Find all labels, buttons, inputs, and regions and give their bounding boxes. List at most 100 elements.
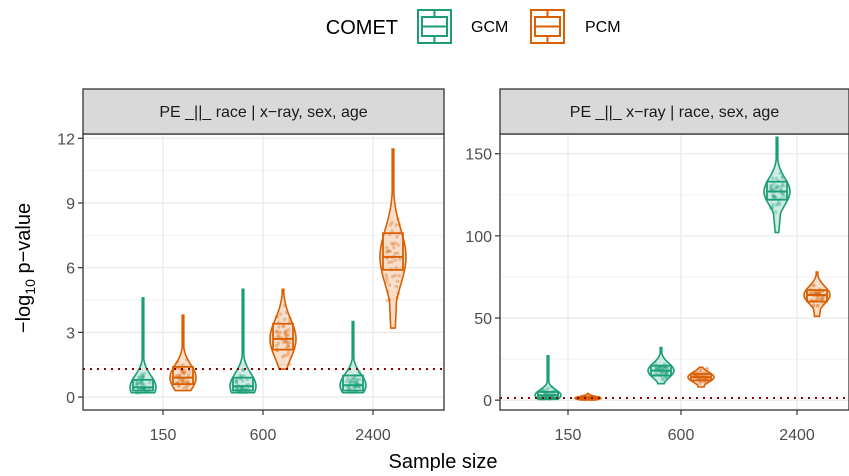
data-point — [780, 192, 785, 196]
data-point — [774, 203, 779, 207]
data-point — [147, 380, 152, 385]
data-point — [780, 175, 785, 179]
data-point — [184, 386, 189, 391]
data-point — [385, 276, 389, 280]
data-point — [354, 380, 358, 385]
box-iqr — [132, 378, 154, 392]
legend-key-pcm — [530, 9, 565, 44]
x-tick-label: 150 — [150, 427, 177, 444]
data-point — [282, 303, 287, 308]
data-point — [386, 289, 390, 294]
legend-label-gcm: GCM — [471, 19, 508, 36]
facet-panels: 0 3 6 9 12 150 600 2400 PE _||_ race | x−ray, se… — [57, 88, 849, 444]
data-point — [398, 257, 402, 261]
data-point — [385, 298, 390, 303]
data-point — [284, 310, 289, 315]
data-point — [774, 185, 778, 190]
data-point — [820, 297, 824, 301]
box-iqr — [382, 232, 404, 271]
data-point — [539, 388, 543, 392]
data-point — [812, 290, 817, 295]
data-point — [770, 187, 774, 191]
data-point — [286, 350, 291, 355]
violin-pcm-2400 — [803, 271, 831, 318]
data-point — [395, 295, 399, 300]
data-point — [286, 344, 291, 348]
data-point — [350, 379, 354, 384]
data-point — [135, 381, 139, 385]
data-point — [393, 251, 397, 256]
data-point — [660, 376, 665, 381]
data-point — [815, 296, 820, 300]
data-point — [283, 339, 288, 344]
data-point — [654, 365, 659, 370]
panel-2: 0 50 100 150 150 600 2400 PE _||_ x−ray | race,… — [465, 88, 849, 444]
data-point — [664, 371, 669, 376]
data-point — [390, 241, 394, 246]
data-point — [134, 390, 139, 395]
data-point — [140, 375, 145, 379]
data-point — [393, 241, 398, 245]
data-point — [138, 381, 143, 386]
data-point — [181, 363, 185, 367]
legend-key-gcm — [417, 9, 452, 44]
data-point — [768, 183, 773, 188]
data-point — [245, 377, 249, 382]
data-point — [781, 184, 786, 188]
data-point — [385, 279, 389, 284]
data-point — [135, 382, 140, 387]
data-point — [240, 386, 244, 391]
data-point — [397, 274, 401, 278]
data-point — [357, 386, 362, 390]
data-point — [392, 245, 396, 250]
data-point — [705, 366, 709, 371]
data-point — [352, 380, 356, 385]
data-point — [390, 274, 395, 279]
data-point — [348, 386, 352, 391]
violin-gcm-600 — [229, 288, 257, 395]
data-point — [388, 223, 393, 227]
data-point — [386, 249, 390, 253]
data-point — [776, 202, 780, 206]
data-point — [819, 296, 824, 301]
data-point — [286, 344, 291, 349]
data-point — [287, 316, 292, 320]
data-point — [185, 357, 189, 362]
data-point — [394, 266, 398, 270]
data-point — [138, 375, 142, 380]
data-point — [275, 334, 280, 339]
data-point — [140, 381, 145, 385]
data-point — [277, 325, 281, 329]
data-point — [355, 380, 359, 384]
data-point — [699, 368, 703, 373]
data-point — [241, 367, 245, 372]
data-point — [287, 319, 292, 324]
data-point — [350, 377, 355, 381]
data-point — [812, 283, 816, 288]
data-point — [663, 375, 667, 380]
data-point — [775, 184, 779, 188]
data-point — [177, 384, 181, 388]
y-tick-label: 9 — [66, 196, 75, 213]
data-point — [387, 283, 392, 287]
data-point — [387, 249, 391, 253]
data-point — [811, 303, 816, 308]
violin-shape — [129, 297, 157, 394]
data-point — [660, 371, 665, 375]
data-point — [653, 361, 658, 366]
violin-pcm-600 — [687, 366, 715, 388]
data-point — [180, 370, 184, 374]
data-point — [816, 303, 820, 308]
facet-strip — [82, 88, 445, 135]
data-point — [176, 360, 180, 364]
data-point — [354, 378, 359, 382]
x-tick-label: 2400 — [779, 427, 815, 444]
data-point — [244, 390, 248, 395]
data-point — [811, 283, 816, 288]
y-tick-label: 50 — [474, 311, 492, 328]
data-point — [276, 341, 281, 346]
data-point — [177, 373, 182, 378]
data-point — [278, 330, 283, 335]
data-point — [287, 340, 291, 345]
